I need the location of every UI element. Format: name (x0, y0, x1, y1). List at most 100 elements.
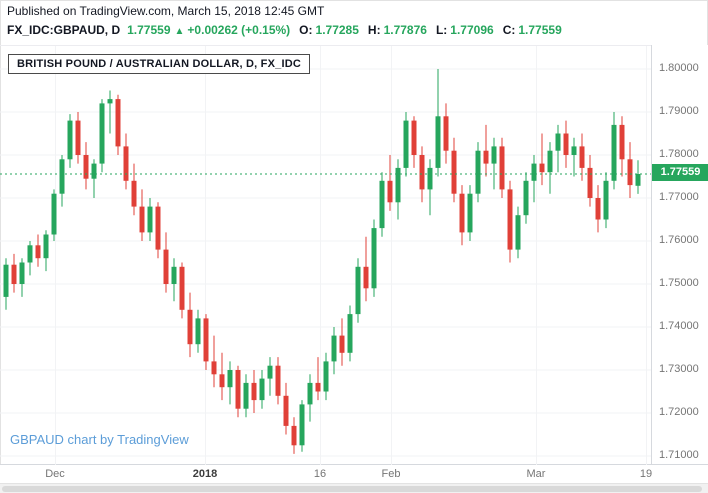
candle (227, 361, 233, 405)
candle (427, 159, 433, 216)
candle (323, 352, 329, 401)
candle (491, 137, 497, 190)
candle (163, 232, 169, 293)
price-axis-label: 1.71000 (659, 449, 699, 461)
close-label: C: (502, 23, 516, 37)
current-price-label: 1.77559 (652, 164, 708, 182)
candle (19, 258, 25, 297)
price-axis[interactable]: 1.77559 1.80000 1.79000 1.78000 1.77000 1.76… (651, 45, 708, 465)
candle (555, 124, 561, 173)
scrollbar-thumb[interactable] (2, 486, 702, 492)
candle (475, 142, 481, 203)
candle (611, 112, 617, 190)
candle (131, 163, 137, 216)
time-axis-label: Feb (381, 468, 401, 480)
candle (363, 236, 369, 302)
candle (347, 305, 353, 362)
candle (483, 124, 489, 177)
candle (107, 90, 113, 134)
price-axis-label: 1.74000 (659, 320, 699, 332)
price-change: +0.00262 (+0.15%) (187, 23, 291, 37)
low-label: L: (435, 23, 448, 37)
candle (635, 160, 641, 194)
price-axis-label: 1.76000 (659, 234, 699, 246)
price-axis-label: 1.73000 (659, 363, 699, 375)
candle (235, 365, 241, 418)
candle (339, 318, 345, 366)
candle (59, 155, 65, 207)
high-value: 1.77876 (383, 23, 427, 37)
price-axis-label: 1.77000 (659, 191, 699, 203)
price-axis-label: 1.75000 (659, 277, 699, 289)
candle (123, 133, 129, 190)
candle (155, 202, 161, 259)
candle (547, 142, 553, 194)
candle (523, 172, 529, 224)
candle (251, 370, 257, 413)
candle (99, 99, 105, 173)
candle (243, 374, 249, 418)
symbol-name: FX_IDC:GBPAUD, D (7, 23, 121, 37)
chart-legend: BRITISH POUND / AUSTRALIAN DOLLAR, D, FX… (8, 54, 311, 74)
candle (467, 185, 473, 241)
time-axis-label: Dec (45, 468, 65, 480)
candle (371, 219, 377, 297)
candle (331, 327, 337, 375)
tradingview-attribution-link[interactable]: GBPAUD chart by TradingView (10, 432, 189, 447)
candle (259, 370, 265, 409)
time-axis-label: 2018 (192, 468, 218, 480)
high-label: H: (367, 23, 381, 37)
candle (275, 357, 281, 405)
price-axis-label: 1.78000 (659, 148, 699, 160)
time-axis-label: 16 (313, 468, 327, 480)
candle (211, 335, 217, 388)
time-axis[interactable]: Dec 2018 16 Feb Mar 19 (0, 465, 708, 483)
candle (203, 314, 209, 370)
candle (531, 155, 537, 203)
candle (291, 417, 297, 454)
candle (283, 382, 289, 435)
candle (299, 400, 305, 452)
price-axis-label: 1.72000 (659, 406, 699, 418)
candle (195, 309, 201, 353)
candle (315, 357, 321, 401)
up-arrow-icon: ▲ (174, 26, 185, 37)
candle (179, 262, 185, 319)
candle (35, 234, 41, 267)
candle (579, 133, 585, 181)
candle (83, 142, 89, 190)
candle (171, 258, 177, 302)
candle (219, 352, 225, 401)
candle (435, 69, 441, 177)
candle (67, 114, 73, 168)
candle (355, 258, 361, 323)
candle (75, 112, 81, 164)
candle (499, 137, 505, 198)
low-value: 1.77096 (450, 23, 494, 37)
candle (459, 185, 465, 246)
open-label: O: (299, 23, 313, 37)
last-price: 1.77559 (127, 23, 171, 37)
candle (267, 357, 273, 396)
horizontal-scrollbar[interactable] (0, 483, 708, 493)
candle (307, 374, 313, 422)
candle (539, 133, 545, 186)
candle (115, 94, 121, 155)
candle (379, 172, 385, 237)
candle (139, 189, 145, 241)
candle (11, 253, 17, 293)
candlestick-chart[interactable] (0, 46, 651, 466)
candle (627, 142, 633, 198)
chart-plot[interactable]: BRITISH POUND / AUSTRALIAN DOLLAR, D, FX… (0, 45, 651, 466)
candle (515, 206, 521, 259)
candle (411, 116, 417, 168)
candle (563, 120, 569, 168)
candle (507, 180, 513, 263)
close-value: 1.77559 (518, 23, 562, 37)
publish-caption: Published on TradingView.com, March 15, … (7, 4, 325, 18)
candle (43, 230, 49, 272)
candle (3, 258, 9, 310)
candle (187, 292, 193, 358)
candle (147, 198, 153, 241)
